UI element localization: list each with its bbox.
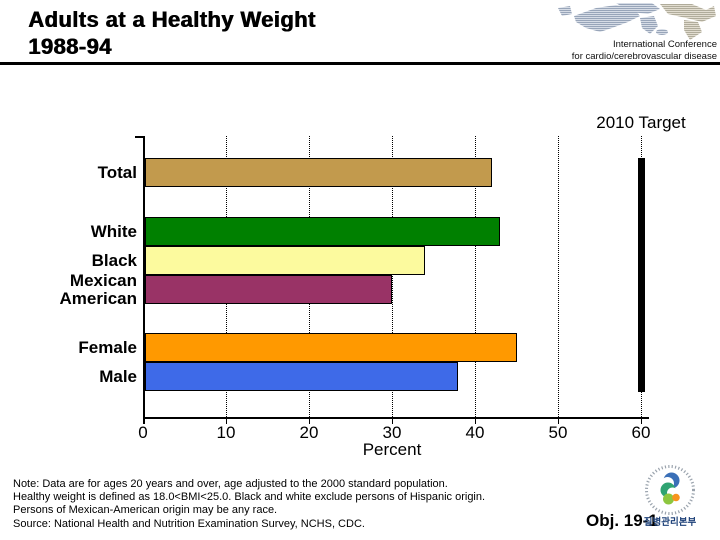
x-axis-line (143, 417, 649, 419)
bar-female (145, 333, 517, 362)
bar-mexican-american (145, 275, 392, 304)
target-bar (637, 158, 645, 392)
x-axis-title: Percent (362, 440, 422, 459)
y-axis-top-tick (135, 136, 143, 138)
bar-black (145, 246, 425, 275)
x-tick-label-0: 0 (138, 423, 148, 442)
gridline-50 (558, 136, 559, 417)
conference-subtitle: International Conference for cardio/cere… (487, 39, 717, 62)
x-tick-label-20: 20 (299, 423, 319, 442)
note-line-3: Persons of Mexican-American origin may b… (13, 504, 278, 517)
objective-label: Obj. 19-1 (586, 511, 658, 530)
world-map-image (558, 3, 716, 40)
gridline-30 (392, 136, 393, 417)
category-label-white: White (90, 221, 137, 241)
x-axis-tick-30 (392, 419, 393, 424)
gridline-40 (475, 136, 476, 417)
title-underline (0, 62, 720, 65)
x-axis-tick-60 (641, 419, 642, 424)
category-label-mexican-american: Mexican American (59, 270, 137, 308)
x-axis-tick-40 (475, 419, 476, 424)
slide-title: Adults at a Healthy Weight 1988-94 (28, 6, 315, 60)
x-tick-label-50: 50 (548, 423, 568, 442)
note-line-4: Source: National Health and Nutrition Ex… (13, 517, 365, 530)
x-tick-label-30: 30 (382, 423, 402, 442)
slide-title-line2: 1988-94 (28, 34, 112, 59)
x-tick-label-10: 10 (216, 423, 236, 442)
x-tick-label-40: 40 (465, 423, 485, 442)
x-tick-label-60: 60 (631, 423, 651, 442)
conference-line2: for cardio/cerebrovascular disease (571, 50, 717, 62)
kcdc-logo-icon (645, 465, 695, 515)
category-label-black: Black (91, 250, 137, 270)
x-axis-tick-10 (226, 419, 227, 424)
category-label-female: Female (78, 337, 137, 357)
conference-line1: International Conference (612, 39, 717, 50)
category-label-total: Total (97, 162, 137, 182)
kcdc-logo-caption: 질병관리본부 (643, 517, 697, 528)
category-label-male: Male (99, 366, 137, 386)
note-line-2: Healthy weight is defined as 18.0<BMI<25… (13, 491, 486, 504)
y-axis-line (143, 136, 145, 424)
bar-total (145, 158, 492, 187)
footnotes: Note: Data are for ages 20 years and ove… (13, 478, 573, 531)
note-line-1: Note: Data are for ages 20 years and ove… (13, 478, 448, 490)
bar-white (145, 217, 500, 246)
bar-male (145, 362, 458, 391)
x-axis-tick-50 (558, 419, 559, 424)
x-axis-tick-20 (309, 419, 310, 424)
slide-title-line1: Adults at a Healthy Weight (28, 7, 316, 32)
target-label: 2010 Target (596, 113, 686, 132)
